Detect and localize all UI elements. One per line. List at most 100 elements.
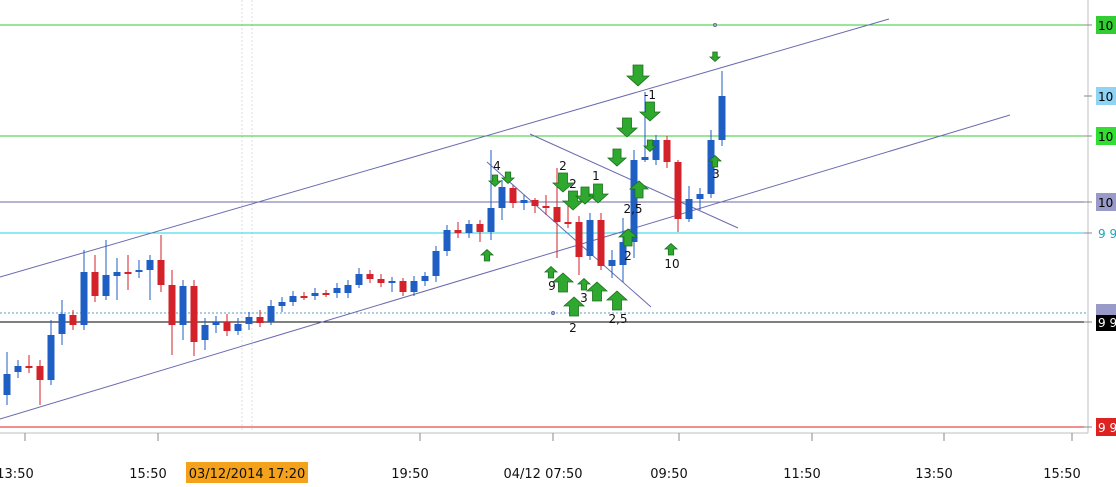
- candle-up: [520, 200, 528, 203]
- candle-up: [113, 272, 121, 276]
- arrow-down-icon: [642, 139, 658, 152]
- candle-up: [410, 281, 418, 292]
- x-axis-tick-label: 13:50: [915, 467, 952, 482]
- signal-count-label: 2: [569, 177, 577, 191]
- candle-down: [168, 285, 176, 325]
- signal-count-label: 2: [624, 249, 632, 263]
- candle-up: [630, 160, 638, 242]
- y-axis-tag-box: [1096, 418, 1116, 436]
- arrow-up-icon: [479, 249, 495, 262]
- y-axis-tag-box: [1096, 304, 1116, 315]
- arrow-up-icon: [562, 296, 586, 317]
- signal-count-label: 9: [548, 279, 556, 293]
- candle-up: [234, 324, 242, 331]
- candle-down: [124, 272, 132, 274]
- candle-up: [80, 272, 88, 325]
- y-axis-tag-box: [1096, 87, 1116, 105]
- candle-down: [454, 230, 462, 233]
- signal-count-label: 1: [592, 169, 600, 183]
- x-axis-tick-label: 15:50: [1043, 467, 1080, 482]
- candle-down: [91, 272, 99, 296]
- anchor-point: [713, 23, 717, 27]
- candle-up: [278, 302, 286, 306]
- arrow-down-icon: [500, 171, 516, 184]
- y-axis-tag-box: [1096, 313, 1116, 331]
- candle-up: [641, 157, 649, 160]
- candle-up: [355, 274, 363, 285]
- candle-down: [25, 366, 33, 368]
- candle-down: [322, 293, 330, 295]
- candle-down: [476, 224, 484, 232]
- candle-up: [465, 224, 473, 233]
- candle-up: [3, 374, 11, 395]
- x-axis-tick-label: 11:50: [783, 467, 820, 482]
- candle-up: [421, 276, 429, 281]
- candle-down: [223, 322, 231, 331]
- candle-up: [718, 96, 726, 140]
- y-axis-tag-label: 10: [1098, 90, 1113, 104]
- arrow-up-icon: [617, 228, 639, 247]
- candle-up: [102, 275, 110, 296]
- signal-count-label: 2: [569, 321, 577, 335]
- channel-line: [0, 114, 1011, 420]
- candle-up: [289, 296, 297, 302]
- crosshair-date-label: 03/12/2014 17:20: [189, 467, 306, 482]
- candle-up: [212, 322, 220, 325]
- x-axis: 13:50 15:50 19:50 04/12 07:50 09:50 11:50 13:5…: [0, 433, 1081, 483]
- signal-arrows: [479, 51, 723, 317]
- y-axis-tag-label: 10: [1098, 196, 1113, 210]
- signal-count-label: 10: [664, 257, 679, 271]
- signal-count-label: 2,5: [608, 312, 627, 326]
- anchor-point: [551, 311, 555, 315]
- candle-down: [157, 260, 165, 285]
- arrow-down-icon: [625, 64, 651, 87]
- y-axis-tags: 10 10 10 10 9 9 9 9 9 9: [1084, 16, 1116, 436]
- candle-down: [69, 315, 77, 325]
- candle-up: [58, 314, 66, 334]
- candle-up: [696, 194, 704, 199]
- signal-count-label: 3: [580, 291, 588, 305]
- candle-down: [542, 206, 550, 208]
- arrow-up-icon: [628, 180, 650, 199]
- candle-up: [267, 306, 275, 322]
- candles: [3, 71, 726, 405]
- y-axis-tag-label: 9 9: [1098, 227, 1116, 241]
- x-axis-tick-label: 19:50: [391, 467, 428, 482]
- candle-down: [300, 296, 308, 298]
- arrow-down-icon: [638, 101, 662, 122]
- arrow-up-icon: [543, 266, 559, 279]
- y-axis-tag-box: [1096, 193, 1116, 211]
- candle-up: [333, 288, 341, 293]
- candle-down: [377, 279, 385, 283]
- signal-count-label: 4: [493, 159, 501, 173]
- arrow-down-icon: [708, 51, 722, 63]
- candle-down: [190, 286, 198, 342]
- candle-up: [14, 366, 22, 372]
- signal-count-label: 2: [559, 159, 567, 173]
- arrow-down-icon: [606, 148, 628, 167]
- candle-up: [432, 251, 440, 276]
- candle-up: [47, 335, 55, 380]
- signal-count-label: 3: [712, 167, 720, 181]
- arrow-up-icon: [551, 272, 575, 293]
- y-axis-tag-box: [1096, 16, 1116, 34]
- candle-down: [509, 188, 517, 203]
- x-axis-tick-label: 13:50: [0, 467, 34, 482]
- candle-up: [245, 317, 253, 324]
- candle-up: [388, 281, 396, 283]
- y-axis-tag-box: [1096, 224, 1116, 242]
- arrow-up-icon: [605, 290, 629, 311]
- candle-down: [366, 274, 374, 279]
- y-axis-tag-label: 10: [1098, 130, 1113, 144]
- candle-up: [201, 325, 209, 340]
- candle-up: [586, 220, 594, 256]
- candle-up: [344, 285, 352, 293]
- trend-channel: [0, 18, 1011, 420]
- candle-up: [498, 187, 506, 208]
- arrow-up-icon: [663, 243, 679, 256]
- candle-down: [674, 162, 682, 219]
- candle-up: [619, 242, 627, 265]
- arrow-up-icon: [585, 281, 609, 302]
